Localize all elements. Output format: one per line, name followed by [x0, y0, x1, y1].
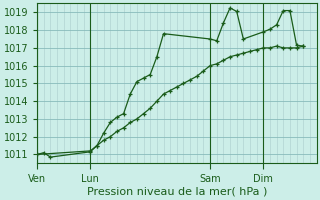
X-axis label: Pression niveau de la mer( hPa ): Pression niveau de la mer( hPa ) [87, 187, 267, 197]
